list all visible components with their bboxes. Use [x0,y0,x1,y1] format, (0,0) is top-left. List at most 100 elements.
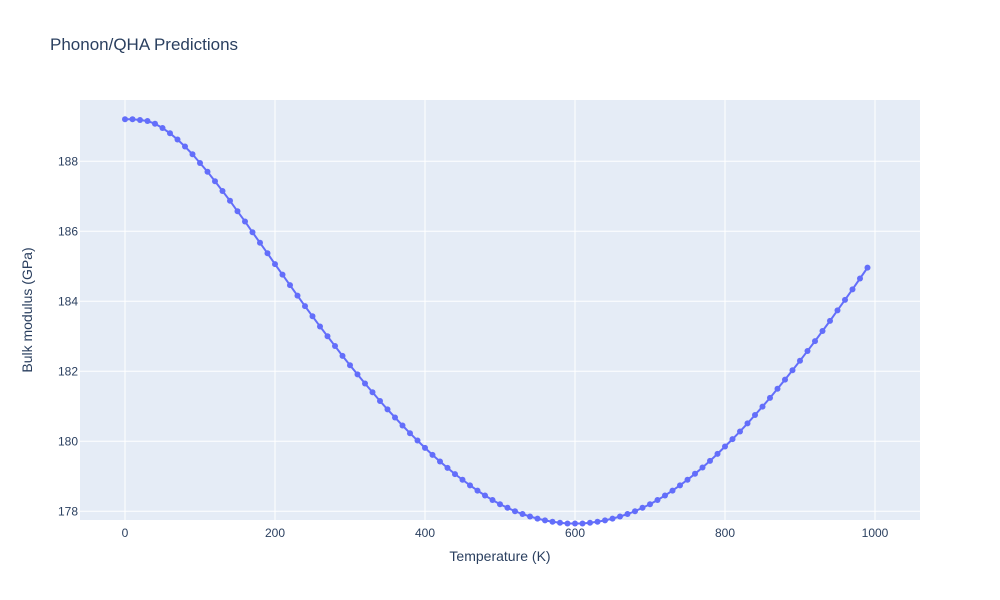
data-point[interactable] [624,511,631,518]
data-point[interactable] [249,229,256,236]
data-point[interactable] [572,520,578,527]
data-point[interactable] [774,385,781,392]
data-point[interactable] [309,313,316,320]
data-point[interactable] [617,513,623,520]
data-point[interactable] [684,476,691,483]
data-point[interactable] [497,501,503,508]
data-point[interactable] [722,443,728,450]
data-point[interactable] [467,482,473,489]
data-point[interactable] [714,450,721,457]
data-point[interactable] [609,515,616,522]
data-point[interactable] [819,328,826,334]
data-point[interactable] [264,250,271,257]
data-point[interactable] [167,130,173,137]
data-point[interactable] [227,197,233,204]
data-point[interactable] [422,444,428,451]
data-point[interactable] [287,282,293,289]
data-point[interactable] [512,508,518,515]
data-point[interactable] [789,367,796,374]
data-point[interactable] [632,508,638,515]
data-point[interactable] [692,470,698,477]
data-point[interactable] [159,125,166,131]
data-point[interactable] [857,275,863,282]
data-point[interactable] [377,398,383,404]
data-point[interactable] [437,458,443,465]
data-point[interactable] [639,504,646,511]
data-point[interactable] [242,218,248,225]
data-point[interactable] [197,160,203,166]
data-point[interactable] [797,357,803,364]
data-point[interactable] [647,501,653,508]
data-point[interactable] [234,208,241,215]
data-point[interactable] [174,136,181,143]
data-point[interactable] [182,143,188,150]
data-point[interactable] [459,476,466,483]
data-point[interactable] [339,352,346,359]
data-point[interactable] [662,492,668,499]
data-point[interactable] [272,261,278,268]
data-point[interactable] [369,389,376,396]
data-point[interactable] [407,430,413,437]
data-point[interactable] [827,317,833,324]
data-point[interactable] [804,347,811,354]
data-point[interactable] [489,497,496,504]
data-point[interactable] [189,151,196,158]
data-point[interactable] [204,168,211,175]
data-point[interactable] [527,513,533,520]
data-point[interactable] [362,380,368,387]
data-point[interactable] [737,428,743,435]
data-point[interactable] [519,511,526,518]
data-point[interactable] [699,464,706,471]
data-point[interactable] [549,518,556,525]
data-point[interactable] [317,323,323,330]
data-point[interactable] [534,515,541,522]
data-point[interactable] [219,188,226,194]
data-point[interactable] [144,118,151,124]
data-point[interactable] [444,464,451,471]
data-point[interactable] [384,406,391,413]
data-point[interactable] [504,504,511,511]
data-point[interactable] [579,520,586,527]
data-point[interactable] [354,371,361,378]
data-point[interactable] [677,482,683,489]
data-point[interactable] [212,178,218,185]
data-point[interactable] [474,487,481,494]
data-point[interactable] [669,487,676,494]
data-point[interactable] [812,338,818,345]
data-point[interactable] [324,333,331,340]
data-point[interactable] [152,120,158,127]
data-point[interactable] [452,471,458,478]
data-point[interactable] [767,394,773,401]
data-point[interactable] [399,422,406,429]
data-point[interactable] [347,362,353,369]
data-point[interactable] [587,519,593,526]
data-point[interactable] [332,343,338,350]
data-point[interactable] [594,518,601,525]
data-point[interactable] [279,271,286,278]
data-point[interactable] [782,376,788,383]
data-point[interactable] [129,116,136,123]
data-point[interactable] [542,517,548,524]
data-point[interactable] [744,420,751,427]
data-point[interactable] [834,307,841,314]
data-point[interactable] [729,436,736,443]
data-point[interactable] [302,303,308,310]
data-point[interactable] [752,412,758,418]
data-point[interactable] [759,403,766,410]
data-point[interactable] [564,520,571,527]
data-point[interactable] [122,116,128,123]
data-point[interactable] [392,414,398,421]
data-point[interactable] [602,517,608,524]
data-point[interactable] [137,116,143,123]
data-point[interactable] [429,451,436,458]
data-point[interactable] [557,519,563,526]
data-point[interactable] [842,296,848,303]
data-point[interactable] [414,437,421,444]
data-point[interactable] [849,286,856,293]
data-point[interactable] [482,492,488,499]
data-point[interactable] [257,239,263,246]
data-point[interactable] [707,457,713,464]
data-point[interactable] [294,292,301,299]
data-point[interactable] [864,264,871,271]
data-point[interactable] [654,497,661,504]
